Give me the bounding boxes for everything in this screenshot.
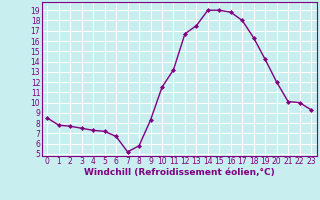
X-axis label: Windchill (Refroidissement éolien,°C): Windchill (Refroidissement éolien,°C) [84,168,275,177]
